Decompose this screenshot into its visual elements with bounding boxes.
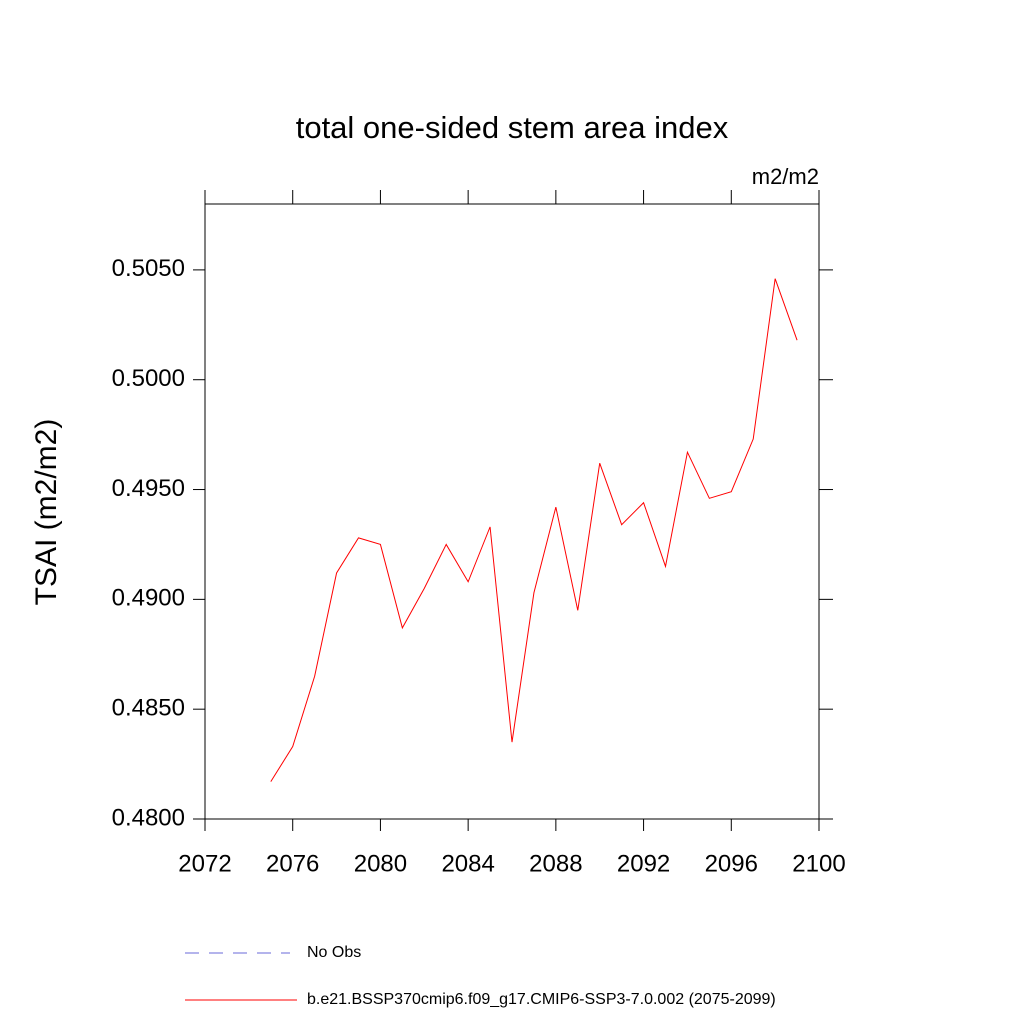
x-tick-label: 2076 <box>266 850 319 877</box>
plot-frame <box>204 203 820 820</box>
x-tick-label: 2080 <box>354 850 407 877</box>
y-tick-label: 0.4800 <box>112 804 185 831</box>
chart-title: total one-sided stem area index <box>296 110 729 145</box>
x-tick-label: 2072 <box>178 850 231 877</box>
x-tick-label: 2100 <box>792 850 845 877</box>
units-label: m2/m2 <box>752 164 819 189</box>
x-tick-label: 2084 <box>441 850 494 877</box>
x-tick-label: 2092 <box>617 850 670 877</box>
legend-label: b.e21.BSSP370cmip6.f09_g17.CMIP6-SSP3-7.… <box>307 991 776 1008</box>
y-tick-label: 0.5000 <box>112 365 185 392</box>
y-tick-label: 0.4950 <box>112 475 185 502</box>
legend-label: No Obs <box>307 944 361 961</box>
series-line <box>270 278 798 782</box>
x-tick-label: 2096 <box>705 850 758 877</box>
y-axis-label: TSAI (m2/m2) <box>30 419 63 606</box>
y-tick-label: 0.4850 <box>112 695 185 722</box>
y-tick-label: 0.5050 <box>112 255 185 282</box>
x-tick-label: 2088 <box>529 850 582 877</box>
y-tick-label: 0.4900 <box>112 585 185 612</box>
